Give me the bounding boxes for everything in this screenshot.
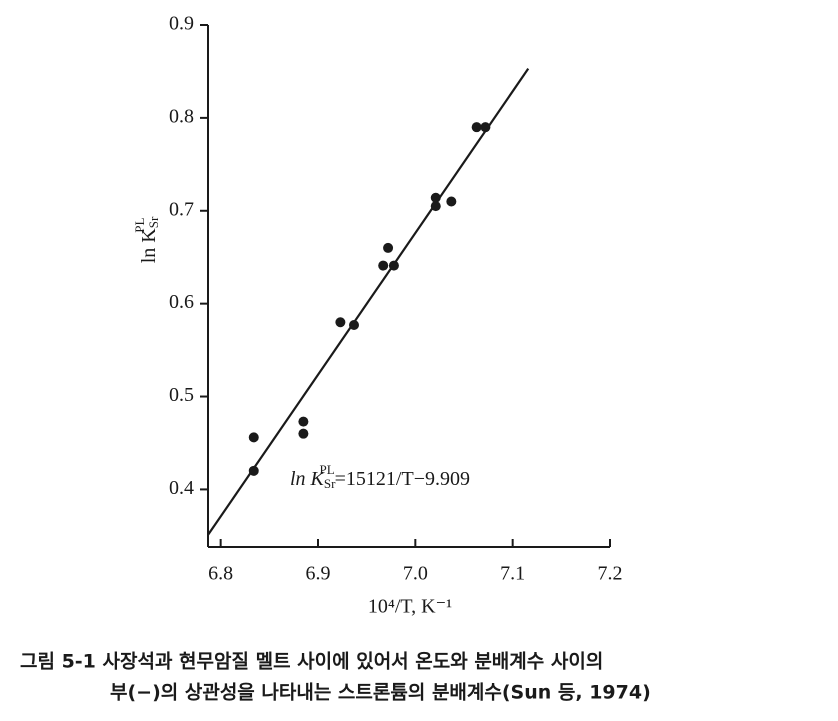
- y-tick-label: 0.7: [169, 198, 194, 220]
- y-tick-label: 0.4: [169, 477, 194, 499]
- fit-line: [207, 68, 530, 536]
- x-tick-label: 7.0: [403, 563, 428, 585]
- data-point: [298, 428, 309, 439]
- x-tick-label: 6.9: [305, 563, 330, 585]
- x-tick-label: 7.1: [500, 563, 525, 585]
- y-axis-label: ln KSrPL: [132, 216, 161, 263]
- data-point: [349, 320, 360, 331]
- data-point: [446, 196, 457, 207]
- data-point: [430, 201, 441, 212]
- equation: ln KSrPL=15121/T−9.909: [290, 462, 470, 491]
- data-point: [298, 416, 309, 427]
- data-point: [378, 260, 389, 271]
- data-point: [335, 317, 346, 328]
- data-point: [480, 122, 491, 133]
- y-tick-label: 0.9: [169, 13, 194, 35]
- y-tick-label: 0.8: [169, 105, 194, 127]
- data-point: [471, 122, 482, 133]
- data-point: [383, 242, 394, 253]
- data-point: [430, 192, 441, 203]
- data-point: [248, 465, 259, 476]
- x-tick-label: 6.8: [208, 563, 233, 585]
- data-point: [388, 260, 399, 271]
- caption-line: 부(−)의 상관성을 나타내는 스트론튬의 분배계수(Sun 등, 1974): [110, 682, 651, 704]
- x-tick-label: 7.2: [598, 563, 623, 585]
- x-axis-label: 10⁴/T, K⁻¹: [368, 596, 452, 618]
- y-tick-label: 0.6: [169, 291, 194, 313]
- caption-line: 그림 5-1 사장석과 현무암질 멜트 사이에 있어서 온도와 분배계수 사이의: [20, 651, 603, 673]
- y-tick-label: 0.5: [169, 384, 194, 406]
- data-point: [248, 432, 259, 443]
